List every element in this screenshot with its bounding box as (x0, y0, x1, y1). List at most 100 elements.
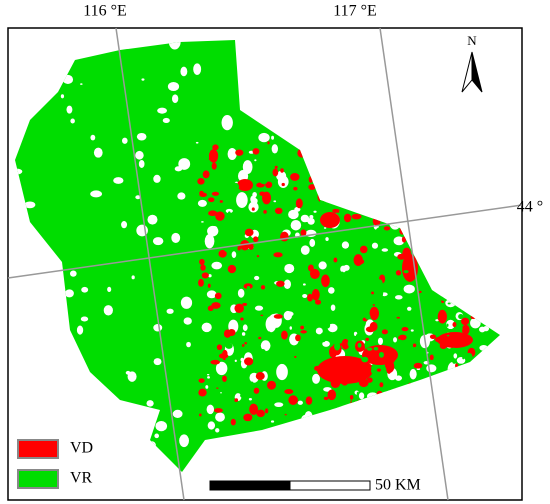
recovery-patch (349, 350, 354, 355)
degradation-patch (249, 403, 259, 415)
bare-patch (284, 263, 295, 274)
bare-patch (179, 434, 189, 448)
degradation-patch (214, 408, 223, 413)
bare-patch (122, 137, 128, 144)
bare-patch (166, 308, 174, 314)
recovery-patch (231, 182, 240, 191)
degradation-patch (244, 357, 254, 366)
degradation-patch (274, 207, 283, 215)
bare-patch (394, 295, 403, 300)
degradation-patch (215, 211, 225, 221)
recovery-patch (241, 336, 245, 341)
scale-segment (289, 480, 371, 491)
bare-patch (318, 261, 327, 270)
recovery-patch (340, 401, 343, 404)
recovery-patch (452, 359, 457, 364)
bare-patch (162, 117, 170, 124)
recovery-patch (405, 354, 408, 357)
recovery-patch (370, 272, 376, 276)
bare-patch (288, 209, 299, 220)
bare-patch (76, 325, 84, 335)
recovery-patch (387, 243, 393, 250)
recovery-patch (221, 187, 229, 194)
bare-patch (227, 147, 237, 161)
degradation-patch (244, 228, 254, 237)
recovery-patch (263, 228, 269, 232)
degradation-patch (255, 372, 265, 381)
recovery-patch (357, 342, 362, 348)
recovery-patch (286, 329, 291, 333)
degradation-patch (381, 329, 388, 335)
degradation-patch (359, 245, 368, 254)
bare-patch (377, 337, 383, 345)
bare-patch (260, 340, 271, 352)
bare-patch (234, 359, 237, 363)
degradation-patch (210, 359, 220, 365)
bare-patch (313, 210, 317, 213)
degradation-patch (211, 191, 220, 196)
bare-patch (453, 353, 458, 359)
bare-patch (240, 357, 245, 362)
degradation-patch (343, 213, 352, 223)
recovery-patch (226, 295, 232, 302)
bare-patch (277, 175, 289, 188)
bare-patch (409, 368, 417, 380)
bare-patch (178, 158, 191, 170)
degradation-patch (202, 170, 210, 179)
bare-patch (60, 94, 65, 99)
recovery-patch (447, 334, 450, 337)
recovery-patch (297, 303, 305, 310)
bare-patch (426, 364, 437, 373)
degradation-patch (219, 200, 223, 203)
recovery-patch (284, 339, 289, 343)
degradation-patch (260, 285, 266, 290)
bare-patch (152, 237, 164, 246)
bare-patch (220, 392, 223, 394)
degradation-patch (461, 324, 470, 335)
legend-swatch (17, 439, 59, 459)
degradation-patch (256, 255, 260, 258)
bare-patch (328, 287, 335, 294)
bare-patch (205, 385, 209, 389)
degradation-patch (274, 165, 278, 169)
degradation-patch (395, 270, 402, 276)
bare-patch (127, 371, 137, 382)
bare-patch (93, 147, 103, 158)
degradation-patch (383, 226, 391, 231)
bare-patch (254, 275, 260, 281)
bare-patch (325, 237, 329, 242)
degradation-patch (401, 236, 407, 243)
bare-patch (236, 192, 248, 208)
recovery-patch (302, 184, 308, 192)
degradation-patch (252, 148, 260, 155)
degradation-patch (294, 355, 297, 359)
degradation-patch (290, 172, 300, 181)
bare-patch (107, 286, 112, 292)
recovery-patch (274, 189, 279, 194)
bare-patch (215, 361, 228, 376)
bare-patch (207, 421, 216, 430)
degradation-patch (281, 330, 288, 340)
bare-patch (403, 284, 415, 294)
bare-patch (201, 221, 204, 223)
recovery-patch (280, 358, 287, 364)
degradation-patch (248, 243, 254, 250)
degradation-patch (376, 368, 381, 372)
bare-patch (273, 200, 277, 203)
recovery-patch (331, 400, 335, 403)
recovery-patch (315, 255, 321, 259)
bare-patch (135, 150, 144, 160)
degradation-patch (398, 334, 407, 341)
bare-patch (157, 107, 167, 114)
degradation-patch (336, 209, 340, 213)
bare-patch (141, 78, 145, 81)
degradation-patch (216, 387, 219, 389)
recovery-patch (269, 300, 275, 305)
degradation-patch (198, 388, 207, 397)
recovery-patch (413, 294, 421, 299)
degradation-patch (258, 336, 262, 340)
scale-bar (209, 480, 371, 491)
degradation-patch (197, 178, 205, 185)
bare-patch (206, 374, 210, 376)
bare-patch (80, 83, 83, 85)
